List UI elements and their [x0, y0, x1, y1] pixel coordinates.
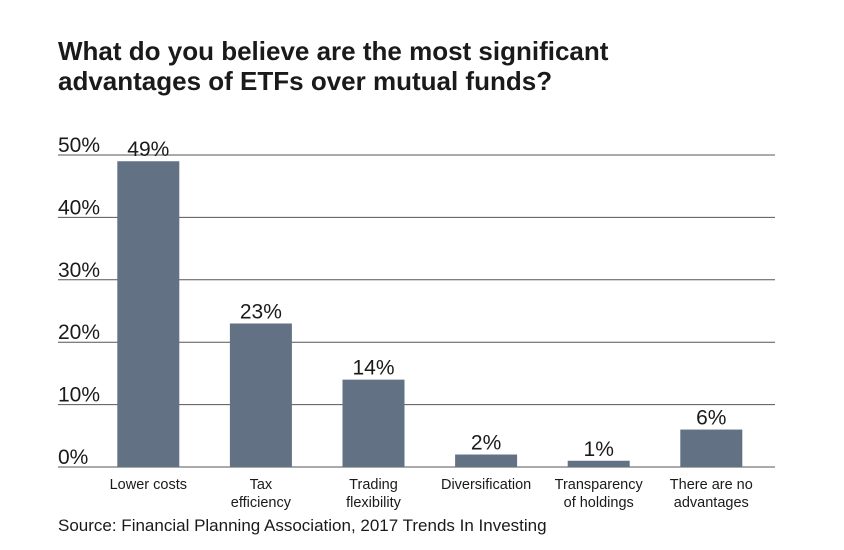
x-tick-label: Tax [250, 477, 273, 493]
chart-title-line-2: advantages of ETFs over mutual funds? [58, 66, 553, 96]
bar-value-labels: 49% 23% 14% 2% 1% 6% [127, 138, 726, 461]
bar-value-label: 23% [240, 300, 282, 323]
bar-value-label: 2% [471, 432, 501, 455]
bar [229, 323, 292, 467]
y-tick-label: 50% [58, 134, 100, 157]
source-note: Source: Financial Planning Association, … [58, 516, 547, 535]
y-tick-label: 40% [58, 196, 100, 219]
x-tick-label: Transparency [555, 477, 644, 493]
y-tick-label: 30% [58, 259, 100, 282]
x-tick-label: Diversification [441, 477, 531, 493]
y-axis-ticks: 0% 10% 20% 30% 40% 50% [58, 134, 100, 469]
bars [117, 161, 743, 468]
x-tick-label: of holdings [564, 495, 634, 511]
x-tick-label: efficiency [231, 495, 292, 511]
chart-title-line-1: What do you believe are the most signifi… [58, 36, 609, 66]
y-tick-label: 10% [58, 384, 100, 407]
bar-value-label: 1% [584, 438, 614, 461]
bar [117, 161, 180, 468]
chart-title: What do you believe are the most signifi… [58, 36, 818, 96]
x-tick-label: Lower costs [110, 477, 187, 493]
bar [567, 460, 630, 467]
bar [680, 429, 743, 467]
bar-value-label: 49% [127, 138, 169, 161]
bar-value-label: 6% [696, 407, 726, 430]
bar-value-label: 14% [352, 357, 394, 380]
bar [455, 454, 518, 467]
x-tick-label: There are no [670, 477, 753, 493]
y-tick-label: 20% [58, 321, 100, 344]
x-axis-labels: Lower costs Tax efficiency Trading flexibili… [110, 477, 753, 511]
bar [342, 379, 405, 467]
x-tick-label: Trading [349, 477, 398, 493]
x-tick-label: flexibility [346, 495, 402, 511]
x-tick-label: advantages [674, 495, 749, 511]
y-tick-label: 0% [58, 446, 88, 469]
